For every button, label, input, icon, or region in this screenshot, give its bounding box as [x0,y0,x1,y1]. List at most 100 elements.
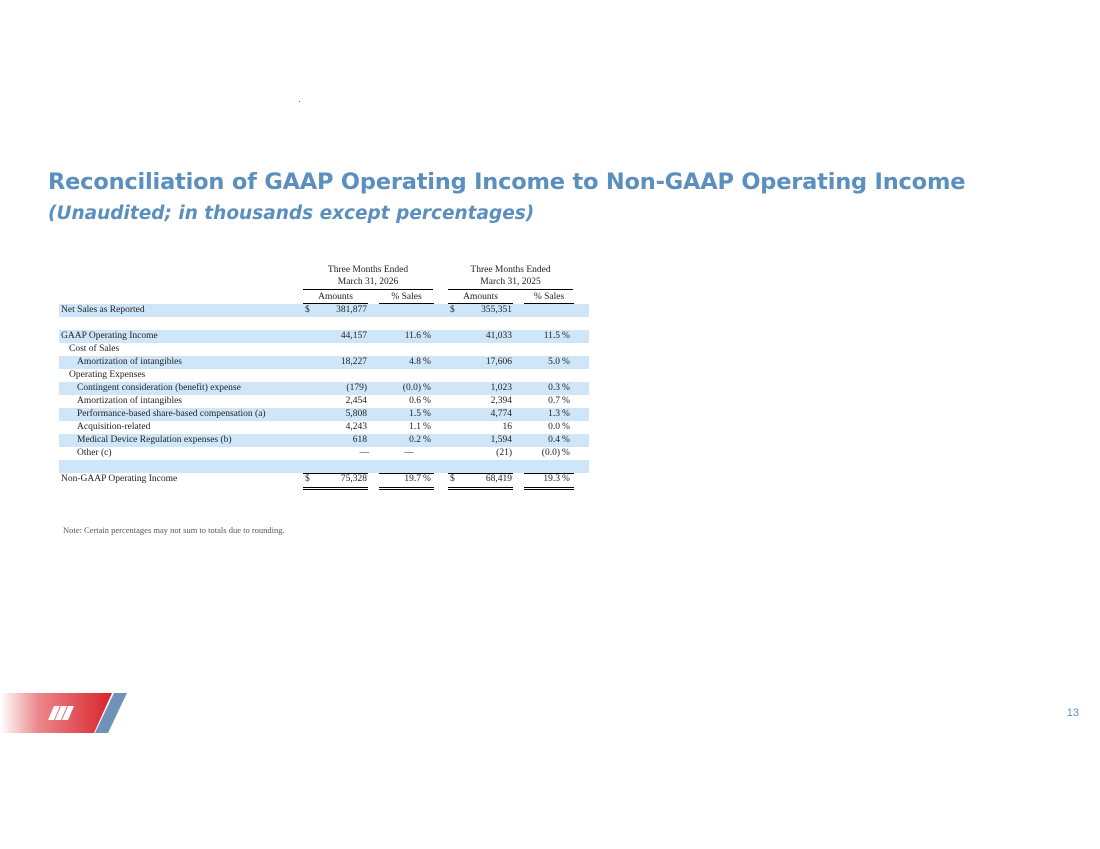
page-number: 13 [1066,707,1079,719]
amount-2025: 41,033 [485,331,512,341]
period-header-line1: Three Months Ended [327,265,409,275]
slide-subtitle: (Unaudited; in thousands except percenta… [48,203,535,224]
col-header-amounts: Amounts [303,291,368,304]
pct-sign: % [562,422,570,432]
pct-2026: 4.8 [409,357,421,367]
amount-2025: 1,023 [490,383,512,393]
pct-sign: % [562,409,570,419]
table-row: Cost of Sales [59,343,589,356]
col-header-pct-sales: % Sales [524,291,574,304]
footnote: Note: Certain percentages may not sum to… [63,525,285,535]
pct-2025: 1.3 [548,409,560,419]
pct-sign: % [423,422,431,432]
row-label: Other (c) [77,448,112,458]
pct-2026: 1.5 [409,409,421,419]
period-header-2026: Three Months Ended March 31, 2026 [303,264,433,290]
table-row: Performance-based share-based compensati… [59,408,589,421]
table-row: GAAP Operating Income 44,157 11.6 % 41,0… [59,330,589,343]
total-double-rule [303,487,368,490]
company-logo-bar [0,693,127,733]
table-row: Acquisition-related 4,243 1.1 % 16 0.0 % [59,421,589,434]
row-label: Amortization of intangibles [77,396,183,406]
period-header-line1: Three Months Ended [470,265,551,275]
amount-2026: 381,877 [336,305,367,315]
col-header-amounts: Amounts [448,291,513,304]
pct-2025: 0.4 [548,435,560,445]
currency-symbol: $ [450,474,455,484]
row-label: Medical Device Regulation expenses (b) [77,435,232,445]
amount-2026: (179) [346,383,367,393]
amount-2026: 18,227 [340,357,367,367]
pct-sign: % [423,331,431,341]
logo-mark-icon [48,706,74,720]
table-row-total: Non-GAAP Operating Income $ 75,328 19.7 … [59,473,589,486]
total-rule [448,473,513,474]
amount-2025: (21) [496,448,512,458]
row-label: Amortization of intangibles [77,357,183,367]
table-row: Net Sales as Reported $ 381,877 $ 355,35… [59,304,589,317]
pct-2026: 0.2 [409,435,421,445]
pct-sign: % [423,474,431,484]
pct-sign: % [423,396,431,406]
pct-sign: % [562,448,570,458]
pct-sign: % [423,409,431,419]
amount-2026: 4,243 [345,422,367,432]
currency-symbol: $ [305,474,310,484]
pct-2025: 0.7 [548,396,560,406]
amount-2025: 2,394 [490,396,512,406]
table-row: Medical Device Regulation expenses (b) 6… [59,434,589,447]
amount-2025: 16 [502,422,513,432]
pct-2025: (0.0) [541,448,560,458]
amount-2026: — [359,448,370,458]
amount-2026: 618 [352,435,367,445]
slide-title: Reconciliation of GAAP Operating Income … [48,169,966,195]
pct-2026: 11.6 [404,331,421,341]
amount-2025: 1,594 [490,435,512,445]
amount-2026: 75,328 [340,474,367,484]
section-label: Operating Expenses [69,370,146,380]
table-row: Operating Expenses [59,369,589,382]
pct-2026: 19.7 [404,474,421,484]
pct-2026: 0.6 [409,396,421,406]
amount-2025: 17,606 [485,357,512,367]
pct-2025: 0.0 [548,422,560,432]
currency-symbol: $ [450,305,455,315]
amount-2026: 2,454 [345,396,367,406]
amount-2025: 4,774 [490,409,512,419]
row-label: Performance-based share-based compensati… [77,409,266,419]
section-label: Cost of Sales [69,344,120,354]
amount-2025: 68,419 [485,474,512,484]
total-rule [379,473,434,474]
row-label: Net Sales as Reported [61,305,145,315]
pct-2025: 0.3 [548,383,560,393]
period-header-line2: March 31, 2025 [448,276,573,290]
pct-2026: — [404,448,414,458]
pct-2025: 5.0 [548,357,560,367]
amount-2025: 355,351 [481,305,512,315]
pct-sign: % [423,357,431,367]
pct-sign: % [562,383,570,393]
row-label: Acquisition-related [77,422,151,432]
logo-blue-stripe [95,693,127,733]
pct-sign: % [562,331,570,341]
pct-sign: % [562,357,570,367]
pct-2025: 11.5 [543,331,560,341]
total-double-rule [379,487,434,490]
pct-sign: % [562,474,570,484]
decorative-dot [299,101,300,102]
table-row-spacer [59,460,589,473]
row-label: GAAP Operating Income [61,331,158,341]
row-label: Contingent consideration (benefit) expen… [77,383,241,393]
row-label: Non-GAAP Operating Income [61,474,178,484]
pct-sign: % [423,383,431,393]
pct-2025: 19.3 [543,474,560,484]
table-row: Contingent consideration (benefit) expen… [59,382,589,395]
table-row: Amortization of intangibles 18,227 4.8 %… [59,356,589,369]
pct-sign: % [562,396,570,406]
col-header-pct-sales: % Sales [379,291,434,304]
currency-symbol: $ [305,305,310,315]
total-rule [524,473,574,474]
period-header-2025: Three Months Ended March 31, 2025 [448,264,573,290]
total-rule [303,473,368,474]
pct-2026: (0.0) [402,383,421,393]
